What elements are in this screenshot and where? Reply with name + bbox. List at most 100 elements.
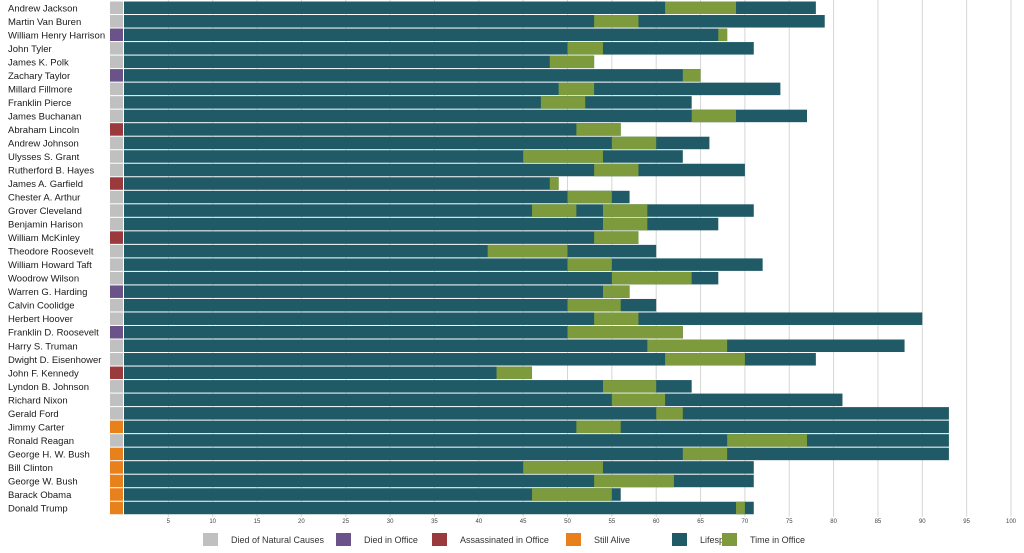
president-row: George H. W. Bush [8, 447, 949, 461]
lifespan-bar [124, 380, 692, 393]
lifespan-bar [124, 190, 630, 204]
president-name: Gerald Ford [8, 409, 59, 420]
lifespan-bar [124, 136, 710, 150]
office-term-bar [594, 163, 639, 177]
office-term-bar [691, 109, 737, 123]
status-swatch [110, 15, 123, 28]
status-swatch [110, 42, 123, 55]
status-swatch [110, 69, 123, 82]
x-tick-label: 10 [209, 519, 216, 525]
status-swatch [110, 339, 123, 353]
legend-label-assassinated: Assassinated in Office [460, 535, 549, 545]
status-swatch [110, 163, 123, 177]
president-row: Chester A. Arthur [8, 190, 630, 204]
x-tick-label: 95 [963, 519, 970, 525]
status-swatch [110, 447, 123, 461]
legend-swatch-office [336, 533, 351, 546]
president-name: William Howard Taft [8, 260, 92, 271]
office-term-bar [611, 136, 657, 150]
president-row: James K. Polk [8, 55, 595, 69]
office-term-bar [532, 204, 577, 217]
president-name: Rutherford B. Hayes [8, 166, 94, 177]
x-tick-label: 100 [1006, 519, 1017, 525]
lifespan-bar [124, 123, 621, 136]
president-row: William Howard Taft [8, 258, 763, 271]
x-tick-label: 80 [830, 519, 837, 525]
president-name: Lyndon B. Johnson [8, 382, 89, 393]
x-tick-label: 50 [564, 519, 571, 525]
president-row: Warren G. Harding [8, 285, 630, 298]
president-row: Millard Fillmore [8, 82, 781, 96]
legend-swatch-natural [203, 533, 218, 546]
x-tick-label: 30 [387, 519, 394, 525]
lifespan-bar [124, 204, 754, 217]
lifespan-bar [124, 69, 701, 82]
status-swatch [110, 420, 123, 434]
legend-label-office: Died in Office [364, 535, 418, 545]
lifespan-bar [124, 488, 621, 501]
x-tick-label: 70 [742, 519, 749, 525]
president-row: Bill Clinton [8, 461, 754, 474]
office-term-bar [718, 28, 728, 42]
lifespan-bar [124, 55, 595, 69]
president-name: Theodore Roosevelt [8, 247, 94, 258]
legend-swatch-office_time [722, 533, 737, 546]
president-row: William McKinley [8, 231, 639, 244]
lifespan-bar [124, 42, 754, 55]
president-row: Martin Van Buren [8, 15, 825, 28]
lifespan-bar [124, 109, 807, 123]
office-term-bar [602, 204, 648, 217]
status-swatch [110, 244, 123, 258]
status-swatch [110, 474, 123, 488]
office-term-bar [602, 217, 648, 231]
president-name: Donald Trump [8, 504, 68, 515]
president-row: Donald Trump [8, 501, 754, 515]
lifespan-bar [124, 393, 843, 407]
president-row: Ulysses S. Grant [8, 150, 683, 163]
status-swatch [110, 461, 123, 474]
status-swatch [110, 150, 123, 163]
status-swatch [110, 190, 123, 204]
status-swatch [110, 312, 123, 325]
lifespan-bar [124, 28, 728, 42]
office-term-bar [487, 244, 568, 258]
president-row: Barack Obama [8, 488, 621, 501]
lifespan-bar [124, 420, 949, 434]
status-swatch [110, 1, 123, 15]
president-name: William McKinley [8, 233, 80, 244]
president-row: John F. Kennedy [8, 366, 533, 379]
office-term-bar [656, 407, 683, 420]
president-name: Abraham Lincoln [8, 125, 79, 136]
lifespan-bar [124, 298, 657, 312]
lifespan-bar [124, 82, 781, 96]
office-term-bar [549, 177, 559, 190]
lifespan-bar [124, 339, 905, 353]
president-name: John F. Kennedy [8, 368, 79, 379]
president-name: James Buchanan [8, 111, 81, 122]
president-name: Martin Van Buren [8, 17, 81, 28]
status-swatch [110, 28, 123, 42]
president-row: Theodore Roosevelt [8, 244, 657, 258]
lifespan-bar [124, 271, 719, 285]
president-name: Barack Obama [8, 490, 72, 501]
president-row: George W. Bush [8, 474, 754, 488]
president-name: Benjamin Harison [8, 220, 83, 231]
x-tick-label: 85 [875, 519, 882, 525]
legend-swatch-lifespan [672, 533, 687, 546]
president-row: James Buchanan [8, 109, 807, 123]
lifespan-bar [124, 163, 745, 177]
status-swatch [110, 109, 123, 123]
president-row: Woodrow Wilson [8, 271, 719, 285]
x-tick-label: 5 [167, 519, 171, 525]
lifespan-bar [124, 312, 923, 325]
status-swatch [110, 55, 123, 69]
status-swatch [110, 231, 123, 244]
president-name: John Tyler [8, 44, 52, 55]
x-tick-label: 60 [653, 519, 660, 525]
president-row: John Tyler [8, 42, 754, 55]
president-name: Warren G. Harding [8, 287, 87, 298]
lifespan-bar [124, 461, 754, 474]
office-term-bar [736, 501, 745, 515]
status-swatch [110, 393, 123, 407]
president-name: Andrew Jackson [8, 3, 78, 14]
